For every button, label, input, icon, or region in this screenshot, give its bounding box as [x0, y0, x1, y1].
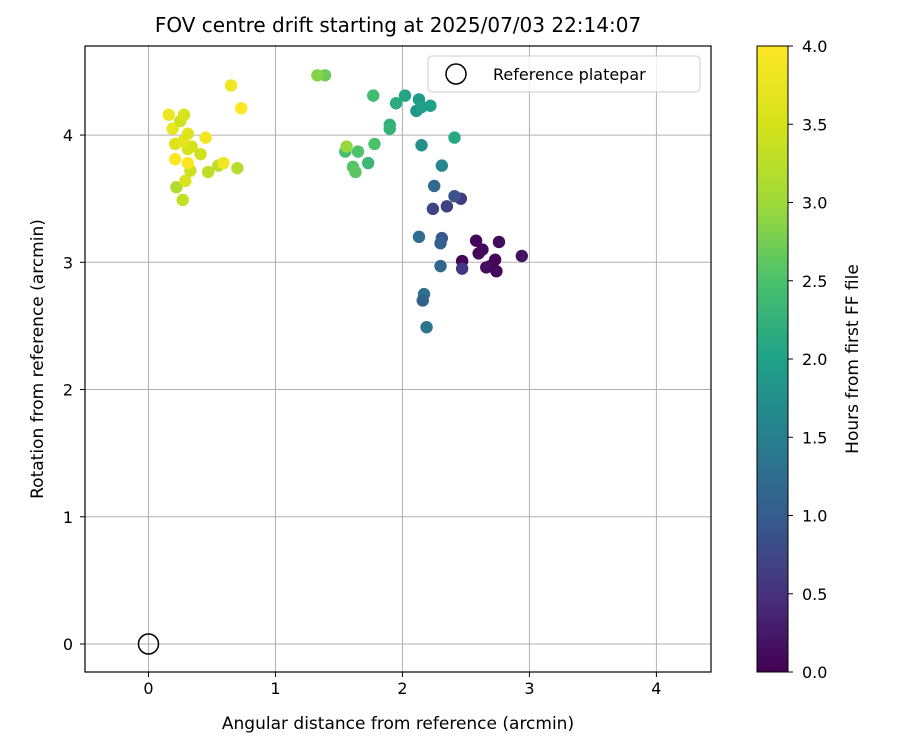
x-axis-ticks: 0 1 2 3 4	[143, 672, 661, 698]
data-point	[368, 137, 381, 151]
data-point	[201, 165, 215, 179]
x-tick-label: 1	[270, 679, 280, 698]
y-tick-label: 3	[63, 253, 73, 272]
colorbar-tick-label: 2.5	[802, 272, 827, 291]
data-point	[234, 102, 248, 115]
data-point	[349, 165, 362, 179]
colorbar-ticks: 0.0 0.5 1.0 1.5 2.0 2.5 3.0 3.5 4.0	[788, 37, 827, 682]
data-point	[488, 253, 502, 266]
colorbar-tick-label: 0.5	[802, 585, 827, 604]
data-point	[166, 122, 179, 135]
data-point	[412, 230, 426, 244]
data-point	[492, 235, 506, 249]
data-point	[179, 174, 192, 188]
data-point	[231, 161, 244, 175]
data-point	[162, 108, 176, 121]
colorbar-label: Hours from first FF file	[843, 264, 863, 454]
data-point	[476, 243, 489, 256]
data-point	[389, 97, 403, 110]
y-axis-ticks: 0 1 2 3 4	[63, 126, 85, 654]
x-tick-label: 3	[524, 679, 534, 698]
data-point	[367, 89, 380, 102]
x-tick-label: 2	[397, 679, 407, 698]
y-tick-label: 1	[63, 508, 73, 527]
data-point	[199, 131, 212, 144]
data-point	[434, 237, 447, 250]
data-point	[181, 127, 195, 140]
chart-title: FOV centre drift starting at 2025/07/03 …	[155, 13, 641, 37]
data-point	[455, 262, 469, 275]
x-tick-label: 4	[651, 679, 661, 698]
data-point	[415, 139, 428, 152]
data-point	[434, 259, 447, 273]
data-point	[311, 69, 324, 82]
colorbar-tick-label: 1.0	[802, 507, 827, 526]
data-point	[424, 99, 437, 113]
legend: Reference platepar	[427, 55, 701, 93]
colorbar-tick-label: 1.5	[802, 428, 827, 447]
colorbar-tick-label: 4.0	[802, 37, 827, 56]
data-point	[448, 131, 461, 144]
data-point	[361, 156, 375, 170]
colorbar-tick-label: 3.5	[802, 115, 827, 134]
data-point	[168, 153, 182, 166]
reference-platepar-marker	[137, 633, 160, 655]
data-point	[340, 140, 353, 153]
colorbar-gradient	[756, 45, 789, 673]
colorbar-tick-label: 3.0	[802, 194, 827, 213]
data-point	[469, 234, 483, 247]
data-point	[351, 145, 365, 158]
data-point	[490, 265, 503, 278]
data-point	[515, 249, 529, 263]
data-point	[416, 294, 429, 307]
data-point	[398, 89, 412, 102]
data-point	[181, 156, 195, 170]
data-point	[224, 79, 238, 92]
data-point	[217, 156, 230, 170]
legend-box	[427, 55, 701, 93]
data-point	[176, 193, 189, 207]
data-point	[194, 147, 207, 161]
plot-frame	[84, 45, 712, 673]
data-point	[170, 181, 183, 194]
data-point	[435, 159, 449, 172]
data-point	[426, 202, 440, 216]
data-point	[177, 108, 191, 121]
colorbar-tick-label: 0.0	[802, 663, 827, 682]
legend-reference-marker	[445, 63, 467, 85]
data-point	[448, 189, 461, 203]
data-points	[162, 69, 529, 334]
data-point	[427, 179, 441, 193]
grid-lines	[85, 46, 711, 672]
y-tick-label: 2	[63, 381, 73, 400]
data-point	[440, 200, 454, 213]
y-axis-title: Rotation from reference (arcmin)	[28, 219, 48, 499]
x-axis-title: Angular distance from reference (arcmin)	[222, 714, 574, 734]
y-tick-label: 0	[63, 635, 73, 654]
legend-label-reference: Reference platepar	[493, 65, 646, 84]
reference-marker-group	[137, 633, 160, 655]
data-point	[420, 320, 433, 334]
data-point	[383, 122, 396, 135]
x-tick-label: 0	[143, 679, 153, 698]
colorbar-tick-label: 2.0	[802, 350, 827, 369]
y-tick-label: 4	[63, 126, 73, 145]
colorbar: 0.0 0.5 1.0 1.5 2.0 2.5 3.0 3.5 4.0 Hours from f…	[756, 37, 863, 682]
